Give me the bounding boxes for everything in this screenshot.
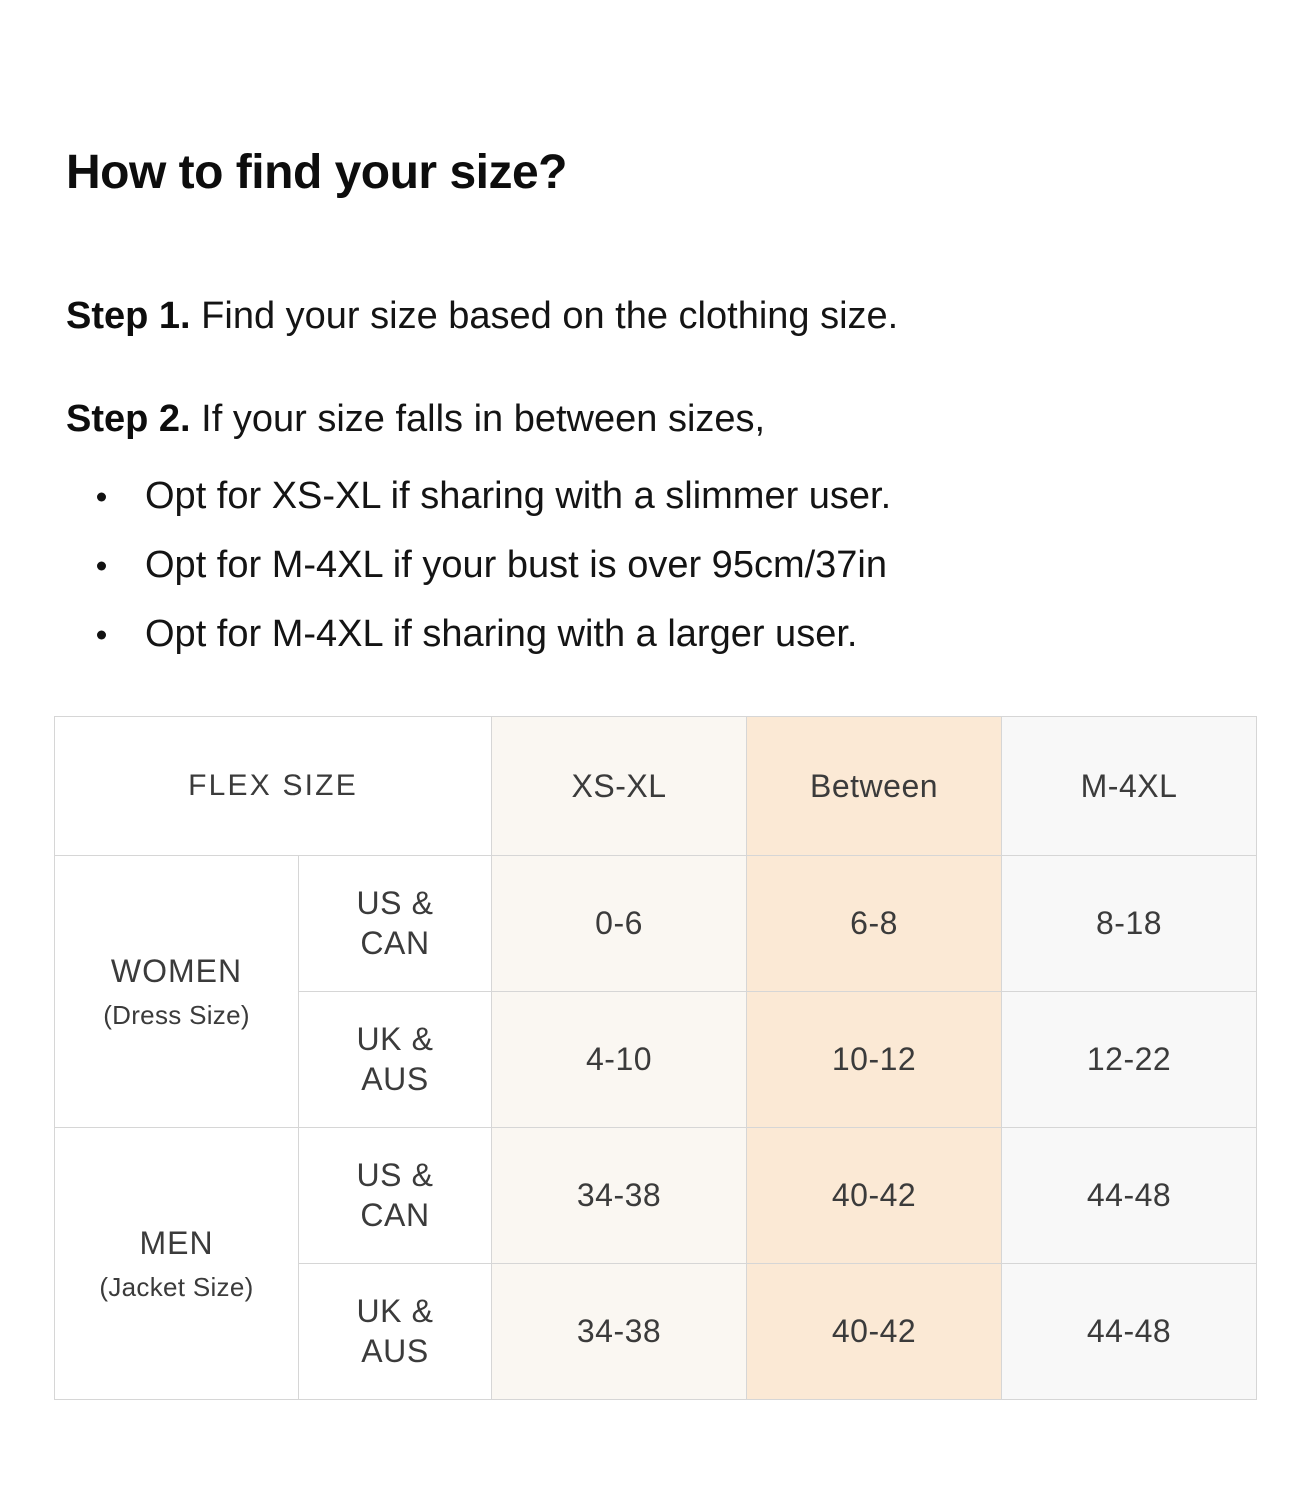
table-row: WOMEN (Dress Size) US & CAN 0-6 6-8 8-18 — [54, 855, 1258, 1128]
list-item: Opt for M-4XL if sharing with a larger u… — [90, 600, 891, 669]
region-label-us-can: US & CAN — [297, 1127, 493, 1264]
cell-between: 6-8 — [746, 855, 1003, 992]
bullet-text: Opt for M-4XL if sharing with a larger u… — [145, 613, 858, 656]
header-column-between: Between — [746, 716, 1003, 856]
group-label-men: MEN (Jacket Size) — [54, 1127, 299, 1400]
step-2-text: If your size falls in between sizes, — [190, 398, 766, 440]
group-sublabel: (Dress Size) — [103, 999, 250, 1030]
step-2: Step 2. If your size falls in between si… — [66, 398, 765, 441]
header-column-m-4xl: M-4XL — [1001, 716, 1258, 856]
region-line-2: AUS — [361, 1332, 429, 1369]
cell-between: 40-42 — [746, 1263, 1003, 1400]
table-row: UK & AUS 4-10 10-12 12-22 — [55, 991, 1258, 1128]
step-1-text: Find your size based on the clothing siz… — [190, 295, 899, 337]
list-item: Opt for XS-XL if sharing with a slimmer … — [90, 462, 891, 531]
cell-between: 40-42 — [746, 1127, 1003, 1264]
bullet-text: Opt for XS-XL if sharing with a slimmer … — [145, 475, 892, 517]
region-line-2: CAN — [360, 924, 430, 961]
cell-m-4xl: 8-18 — [1001, 855, 1258, 992]
table-header-row: FLEX SIZE XS-XL Between M-4XL — [53, 716, 1258, 856]
step-2-bullet-list: Opt for XS-XL if sharing with a slimmer … — [90, 462, 891, 669]
region-label-uk-aus: UK & AUS — [297, 1263, 493, 1400]
region-label-us-can: US & CAN — [297, 855, 493, 992]
region-label-uk-aus: UK & AUS — [297, 991, 493, 1128]
cell-xs-xl: 0-6 — [491, 855, 748, 992]
step-1-label: Step 1. — [66, 295, 191, 337]
step-2-label: Step 2. — [66, 398, 191, 440]
header-column-xs-xl: XS-XL — [491, 716, 748, 856]
step-1: Step 1. Find your size based on the clot… — [66, 295, 898, 338]
cell-xs-xl: 4-10 — [491, 991, 748, 1128]
region-line-2: CAN — [360, 1196, 430, 1233]
group-name: MEN — [139, 1225, 214, 1262]
size-chart-table: FLEX SIZE XS-XL Between M-4XL WOMEN (Dre… — [53, 716, 1258, 1400]
bullet-dot-icon — [97, 492, 106, 502]
region-line-1: UK & — [356, 1021, 434, 1058]
cell-xs-xl: 34-38 — [491, 1263, 748, 1400]
cell-m-4xl: 44-48 — [1001, 1263, 1258, 1400]
bullet-dot-icon — [97, 630, 106, 640]
region-line-1: US & — [356, 885, 434, 922]
page-title: How to find your size? — [66, 146, 568, 199]
bullet-dot-icon — [97, 561, 106, 571]
region-line-2: AUS — [361, 1060, 429, 1097]
cell-m-4xl: 12-22 — [1001, 991, 1258, 1128]
table-row: MEN (Jacket Size) US & CAN 34-38 40-42 4… — [54, 1127, 1258, 1400]
cell-between: 10-12 — [746, 991, 1003, 1128]
cell-xs-xl: 34-38 — [491, 1127, 748, 1264]
region-line-1: UK & — [356, 1293, 434, 1330]
group-sublabel: (Jacket Size) — [99, 1271, 254, 1302]
group-label-women: WOMEN (Dress Size) — [54, 855, 299, 1128]
bullet-text: Opt for M-4XL if your bust is over 95cm/… — [145, 544, 888, 587]
table-row: UK & AUS 34-38 40-42 44-48 — [55, 1263, 1258, 1400]
group-name: WOMEN — [110, 953, 243, 990]
region-line-1: US & — [356, 1157, 434, 1194]
header-flex-size: FLEX SIZE — [53, 716, 493, 856]
list-item: Opt for M-4XL if your bust is over 95cm/… — [90, 531, 891, 600]
cell-m-4xl: 44-48 — [1001, 1127, 1258, 1264]
